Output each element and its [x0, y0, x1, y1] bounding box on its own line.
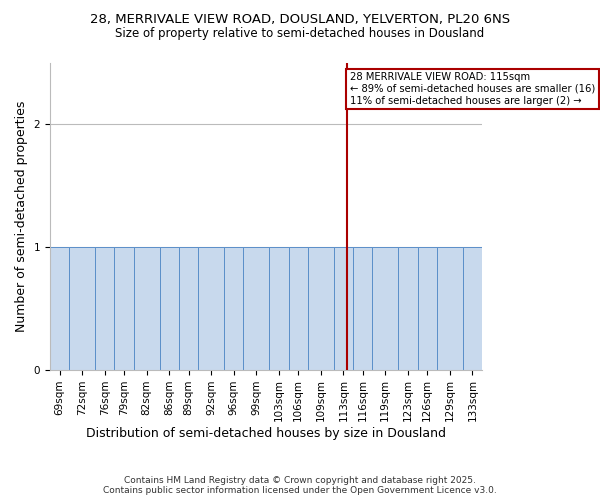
- Bar: [334, 247, 353, 370]
- Bar: [373, 247, 398, 370]
- Bar: [308, 247, 334, 370]
- Y-axis label: Number of semi-detached properties: Number of semi-detached properties: [15, 100, 28, 332]
- Text: Contains HM Land Registry data © Crown copyright and database right 2025.
Contai: Contains HM Land Registry data © Crown c…: [103, 476, 497, 495]
- Bar: [224, 247, 244, 370]
- Bar: [69, 247, 95, 370]
- Text: 28 MERRIVALE VIEW ROAD: 115sqm
← 89% of semi-detached houses are smaller (16)
11: 28 MERRIVALE VIEW ROAD: 115sqm ← 89% of …: [350, 72, 595, 106]
- Bar: [198, 247, 224, 370]
- Bar: [398, 247, 418, 370]
- Bar: [95, 247, 115, 370]
- Bar: [115, 247, 134, 370]
- Bar: [418, 247, 437, 370]
- Bar: [353, 247, 373, 370]
- Bar: [50, 247, 69, 370]
- Bar: [269, 247, 289, 370]
- Bar: [160, 247, 179, 370]
- Bar: [244, 247, 269, 370]
- Text: Size of property relative to semi-detached houses in Dousland: Size of property relative to semi-detach…: [115, 28, 485, 40]
- Bar: [134, 247, 160, 370]
- X-axis label: Distribution of semi-detached houses by size in Dousland: Distribution of semi-detached houses by …: [86, 427, 446, 440]
- Bar: [463, 247, 482, 370]
- Bar: [289, 247, 308, 370]
- Bar: [437, 247, 463, 370]
- Text: 28, MERRIVALE VIEW ROAD, DOUSLAND, YELVERTON, PL20 6NS: 28, MERRIVALE VIEW ROAD, DOUSLAND, YELVE…: [90, 12, 510, 26]
- Bar: [179, 247, 198, 370]
